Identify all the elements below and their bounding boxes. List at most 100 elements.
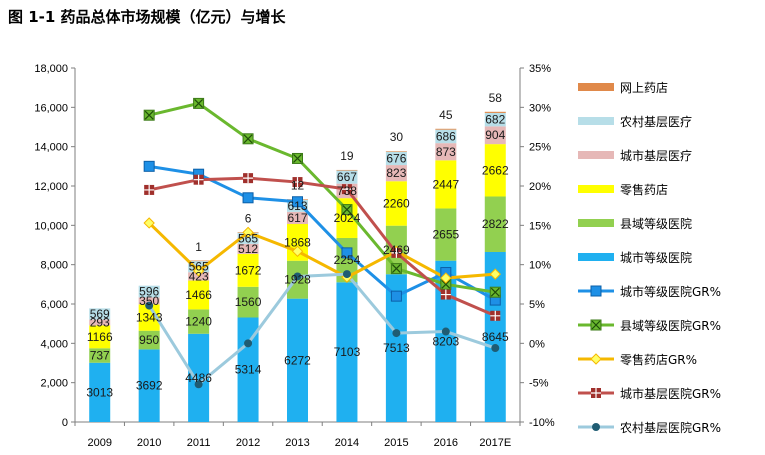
y-tick-label: 16,000 [34,102,68,114]
data-label: 8203 [432,334,459,348]
data-label: 1166 [87,330,113,344]
data-label: 512 [238,242,258,256]
y-tick-label: 2,000 [40,378,68,390]
legend-marker-cross [591,320,601,330]
legend-swatch [578,83,614,91]
bar-segment [89,348,111,363]
data-label: 873 [436,145,456,159]
legend-swatch [578,253,614,261]
legend-label: 县域等级医院 [620,217,692,231]
growth-point [291,245,304,258]
data-label: 617 [287,211,307,225]
data-label: 1560 [235,295,262,309]
growth-point [143,160,155,172]
bar-segment [237,286,259,318]
growth-point [390,290,402,302]
bar-segment [385,274,407,422]
bar-segment [138,349,160,422]
legend-label: 零售药店 [620,182,668,197]
growth-point [143,217,155,229]
legend-label: 城市等级医院 [620,250,692,265]
legend-label: 城市基层医疗 [620,148,692,163]
data-label: 2447 [432,177,459,191]
legend-swatch [578,151,614,159]
bar-segment [385,181,407,226]
y2-tick-label: 35% [529,63,551,75]
data-label: 823 [386,166,406,180]
y-tick-label: 12,000 [34,181,68,193]
data-label: 667 [337,170,357,184]
bar-segment [435,160,457,209]
y2-tick-label: -10% [529,417,555,429]
bar-segment [435,208,457,261]
x-tick-label: 2014 [335,437,359,449]
legend-label: 农村基层医疗 [620,115,692,129]
growth-point-cross [440,289,451,300]
growth-line [148,101,496,294]
y2-tick-label: 25% [529,142,551,154]
data-label: 3692 [136,379,163,393]
growth-point-cross [243,173,254,184]
bar-segment [484,111,506,113]
data-label: 1240 [185,315,212,329]
data-label: 950 [139,333,159,347]
y-tick-label: 0 [62,417,68,429]
data-label: 686 [436,129,456,143]
bar-segment [138,330,160,350]
growth-point-cross [144,110,154,120]
data-label: 1466 [185,288,212,302]
bar-segment [287,298,308,422]
growth-point-cross [441,279,451,289]
growth-point-cross [144,184,155,195]
data-label: 569 [90,307,110,321]
growth-point [292,196,303,208]
legend-marker-cross [591,388,601,398]
data-label: 7513 [383,341,410,355]
growth-point [192,265,205,277]
data-label: 4486 [185,371,212,385]
data-label: 613 [287,199,307,213]
growth-point-cross [490,287,500,297]
growth-point-cross [391,247,402,258]
y-tick-label: 14,000 [34,142,68,154]
data-label: 58 [489,91,503,105]
data-label: 737 [90,348,110,362]
y2-tick-label: 20% [529,181,551,193]
bar-segment [336,282,358,422]
data-label: 1672 [235,263,262,277]
data-label: 8645 [482,330,509,344]
legend-marker [590,353,602,365]
data-label: 738 [337,184,357,198]
page-title: 图 1-1 药品总体市场规模（亿元）与增长 [8,8,286,26]
data-label: 2469 [383,243,410,257]
y-tick-label: 10,000 [34,220,68,232]
y2-tick-label: 10% [529,260,551,272]
data-label: 2822 [482,217,509,231]
y2-tick-label: 0% [529,338,545,350]
legend-label: 网上药店 [620,81,668,95]
data-label: 2254 [334,253,361,267]
bar-segment [484,112,506,127]
bar-segment [385,165,407,182]
bar-segment [484,144,506,197]
growth-point [440,272,452,284]
y-tick-label: 6,000 [40,299,68,311]
legend-marker [590,285,602,297]
data-label: 1343 [136,311,163,325]
data-label: 12 [291,179,305,193]
data-label: 45 [439,108,453,122]
bar-segment [138,297,160,305]
growth-point [342,270,351,279]
bar-segment [237,317,259,422]
growth-point [441,327,450,336]
legend-swatch [578,117,614,125]
growth-point [341,247,353,259]
data-label: 30 [390,130,404,144]
bar-segment [237,243,259,254]
data-label: 565 [189,260,209,274]
y2-tick-label: 30% [529,102,551,114]
data-label: 2655 [432,228,459,242]
bar-segment [435,128,457,130]
x-tick-label: 2012 [236,437,260,449]
data-label: 2024 [334,211,361,225]
